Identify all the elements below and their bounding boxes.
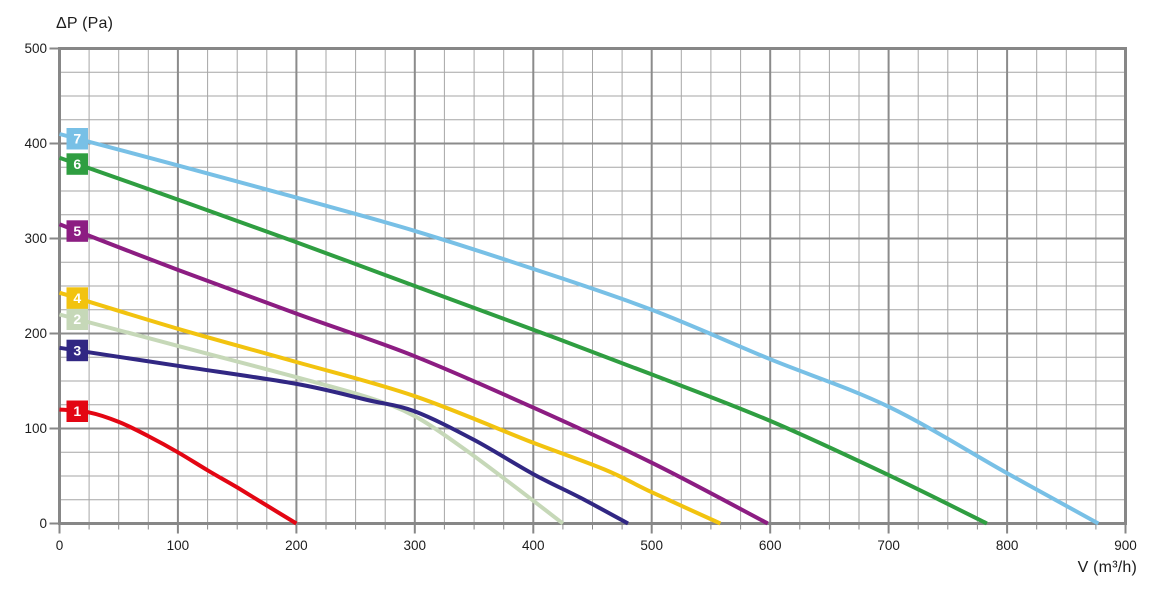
x-axis-title: V (m³/h): [1077, 559, 1137, 576]
plot-border: [58, 47, 1127, 525]
curve-6: [58, 155, 988, 526]
badge-1: [66, 400, 88, 422]
y-tick-label-400: 400: [24, 136, 47, 151]
curve-5: [58, 222, 769, 526]
curve-1: [59, 407, 298, 526]
badge-label-2: 2: [73, 311, 81, 327]
badge-label-6: 6: [73, 156, 81, 172]
badge-label-1: 1: [73, 403, 81, 419]
badge-label-5: 5: [73, 223, 81, 239]
y-tick-label-100: 100: [24, 421, 47, 436]
x-tick-label-500: 500: [640, 538, 663, 553]
x-tick-label-700: 700: [877, 538, 900, 553]
badge-7: [66, 128, 88, 150]
y-axis-title: ΔP (Pa): [56, 15, 114, 32]
x-tick-label-100: 100: [167, 538, 190, 553]
badge-label-4: 4: [73, 290, 81, 306]
x-tick-label-300: 300: [404, 538, 427, 553]
badge-label-7: 7: [73, 131, 81, 147]
x-tick-label-0: 0: [56, 538, 64, 553]
curve-3: [59, 345, 629, 526]
curve-7: [58, 132, 1100, 526]
x-tick-label-200: 200: [285, 538, 308, 553]
badge-6: [66, 153, 88, 175]
x-tick-label-400: 400: [522, 538, 545, 553]
badge-5: [66, 220, 88, 242]
x-tick-label-600: 600: [759, 538, 782, 553]
badge-3: [66, 339, 88, 362]
curve-4: [58, 290, 722, 526]
badge-label-3: 3: [73, 343, 81, 359]
y-tick-label-300: 300: [24, 231, 47, 246]
y-tick-label-0: 0: [39, 516, 47, 531]
x-tick-label-800: 800: [996, 538, 1019, 553]
x-tick-label-900: 900: [1114, 538, 1137, 553]
badge-4: [66, 287, 88, 309]
y-tick-label-200: 200: [24, 326, 47, 341]
badge-2: [66, 308, 88, 330]
curve-2: [58, 312, 565, 526]
y-tick-label-500: 500: [24, 41, 47, 56]
